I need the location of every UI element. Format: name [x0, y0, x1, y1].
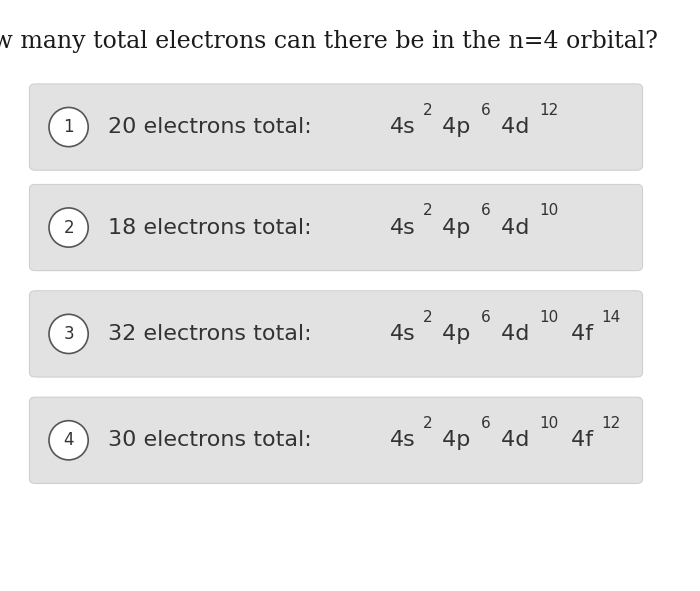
Text: 4d: 4d	[494, 324, 529, 344]
Text: 18 electrons total:: 18 electrons total:	[108, 217, 326, 238]
Text: 32 electrons total:: 32 electrons total:	[108, 324, 326, 344]
Text: 4f: 4f	[564, 324, 593, 344]
FancyBboxPatch shape	[29, 84, 643, 170]
Text: 10: 10	[539, 416, 559, 431]
Text: 4s: 4s	[390, 430, 416, 450]
Text: 4p: 4p	[435, 217, 470, 238]
Text: 2: 2	[423, 203, 433, 219]
Text: 4s: 4s	[390, 217, 415, 238]
Text: 14: 14	[601, 310, 621, 325]
Text: 4: 4	[64, 431, 74, 449]
Ellipse shape	[49, 421, 88, 460]
Text: 12: 12	[539, 103, 559, 118]
FancyBboxPatch shape	[29, 397, 643, 483]
Ellipse shape	[49, 108, 88, 147]
FancyBboxPatch shape	[29, 184, 643, 271]
Ellipse shape	[49, 208, 88, 247]
Text: 4p: 4p	[435, 324, 470, 344]
Text: 4d: 4d	[494, 217, 529, 238]
Text: 6: 6	[481, 310, 491, 325]
Text: 4s: 4s	[390, 117, 416, 137]
Text: 4f: 4f	[564, 430, 594, 450]
Text: How many total electrons can there be in the n=4 orbital?: How many total electrons can there be in…	[0, 30, 658, 53]
Text: 1: 1	[63, 118, 74, 136]
Text: 6: 6	[481, 416, 491, 431]
Text: 3: 3	[63, 325, 74, 343]
Text: 10: 10	[539, 310, 559, 325]
Text: 30 electrons total:: 30 electrons total:	[108, 430, 326, 450]
Text: 2: 2	[423, 416, 433, 431]
Text: 6: 6	[481, 103, 491, 118]
Text: 6: 6	[481, 203, 491, 219]
Text: 4p: 4p	[435, 117, 471, 137]
FancyBboxPatch shape	[29, 291, 643, 377]
Text: 4s: 4s	[390, 324, 415, 344]
Text: 20 electrons total:: 20 electrons total:	[108, 117, 326, 137]
Text: 4d: 4d	[494, 117, 529, 137]
Text: 4p: 4p	[435, 430, 471, 450]
Text: 2: 2	[423, 310, 433, 325]
Text: 12: 12	[602, 416, 621, 431]
Text: 2: 2	[423, 103, 433, 118]
Text: 4d: 4d	[494, 430, 529, 450]
Text: 2: 2	[63, 219, 74, 236]
Ellipse shape	[49, 314, 88, 353]
Text: 10: 10	[539, 203, 559, 219]
